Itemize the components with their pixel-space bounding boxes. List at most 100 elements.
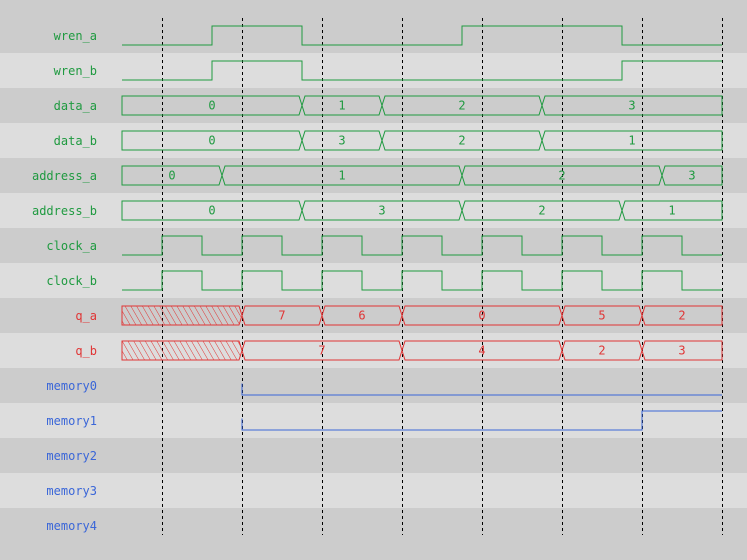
waveform-line	[241, 383, 722, 396]
bus-segment	[301, 200, 463, 221]
row-background	[0, 333, 747, 368]
bus-segment	[541, 95, 723, 116]
signal-clock_b: clock_b	[46, 270, 722, 291]
signal-label: data_a	[54, 99, 97, 113]
waveform-line	[122, 235, 722, 256]
bus-segment	[461, 200, 623, 221]
bus-value: 2	[538, 204, 545, 218]
waveform-line	[241, 410, 722, 431]
row-background	[0, 228, 747, 263]
signal-label: data_b	[54, 134, 97, 148]
bus-segment	[541, 130, 723, 151]
undefined-segment	[121, 340, 243, 361]
bus-segment	[381, 95, 543, 116]
row-background	[0, 368, 747, 403]
signal-label: address_b	[32, 204, 97, 218]
bus-segment	[641, 340, 723, 361]
bus-segment	[321, 305, 403, 326]
bus-segment	[121, 130, 303, 151]
bus-segment	[121, 200, 303, 221]
bus-value: 1	[338, 99, 345, 113]
bus-value: 5	[598, 309, 605, 323]
signal-address_a: address_a 0 1 2 3	[32, 165, 723, 186]
signal-label: wren_b	[54, 64, 97, 78]
row-background	[0, 193, 747, 228]
bus-value: 1	[338, 169, 345, 183]
bus-segment	[301, 95, 383, 116]
undefined-segment	[121, 305, 243, 326]
row-background	[0, 18, 747, 53]
row-background	[0, 438, 747, 473]
bus-value: 2	[458, 134, 465, 148]
row-background	[0, 158, 747, 193]
bus-value: 0	[208, 134, 215, 148]
bus-value: 3	[338, 134, 345, 148]
bus-value: 0	[478, 309, 485, 323]
signal-label: clock_b	[46, 274, 97, 288]
bus-value: 2	[458, 99, 465, 113]
signal-memory1: memory1	[46, 410, 722, 431]
signal-address_b: address_b 0 3 2 1	[32, 200, 723, 221]
row-background	[0, 53, 747, 88]
bus-segment	[621, 200, 723, 221]
signal-label: clock_a	[46, 239, 97, 253]
row-background	[0, 403, 747, 438]
signal-data_a: data_a 0 1 2 3	[54, 95, 723, 116]
waveform-line	[122, 270, 722, 291]
waveform-line	[122, 60, 722, 81]
bus-segment	[661, 165, 723, 186]
bus-value: 3	[628, 99, 635, 113]
row-background	[0, 298, 747, 333]
signal-memory2: memory2	[46, 449, 97, 463]
signal-label: memory0	[46, 379, 97, 393]
bus-value: 1	[628, 134, 635, 148]
signal-memory4: memory4	[46, 519, 97, 533]
signal-label: address_a	[32, 169, 97, 183]
bus-value: 6	[358, 309, 365, 323]
bus-value: 3	[378, 204, 385, 218]
bus-value: 3	[688, 169, 695, 183]
bus-segment	[241, 340, 403, 361]
bus-value: 2	[598, 344, 605, 358]
signal-q_a: q_a 7 6 0 5 2	[75, 305, 723, 326]
bus-segment	[401, 340, 563, 361]
bus-segment	[241, 305, 323, 326]
bus-segment	[401, 305, 563, 326]
signal-memory0: memory0	[46, 379, 722, 396]
bus-segment	[121, 165, 223, 186]
signal-q_b: q_b 7 4 2 3	[75, 340, 723, 361]
bus-value: 3	[678, 344, 685, 358]
signal-data_b: data_b 0 3 2 1	[54, 130, 723, 151]
row-background	[0, 508, 747, 543]
signal-label: memory2	[46, 449, 97, 463]
signal-wren_b: wren_b	[54, 60, 722, 81]
signal-label: memory1	[46, 414, 97, 428]
bus-value: 0	[208, 99, 215, 113]
bus-segment	[301, 130, 383, 151]
row-background	[0, 263, 747, 298]
row-background	[0, 88, 747, 123]
bus-value: 2	[558, 169, 565, 183]
row-background	[0, 123, 747, 158]
bus-value: 2	[678, 309, 685, 323]
row-background	[0, 473, 747, 508]
signal-memory3: memory3	[46, 484, 97, 498]
bus-segment	[461, 165, 663, 186]
bus-segment	[561, 340, 643, 361]
signal-label: memory4	[46, 519, 97, 533]
bus-value: 4	[478, 344, 485, 358]
bus-value: 7	[278, 309, 285, 323]
bus-segment	[381, 130, 543, 151]
signal-label: q_b	[75, 344, 97, 358]
bus-segment	[221, 165, 463, 186]
signal-clock_a: clock_a	[46, 235, 722, 256]
bus-value: 0	[168, 169, 175, 183]
bus-value: 7	[318, 344, 325, 358]
bus-segment	[561, 305, 643, 326]
signal-label: memory3	[46, 484, 97, 498]
bus-segment	[121, 95, 303, 116]
bus-value: 1	[668, 204, 675, 218]
bus-value: 0	[208, 204, 215, 218]
bus-segment	[641, 305, 723, 326]
